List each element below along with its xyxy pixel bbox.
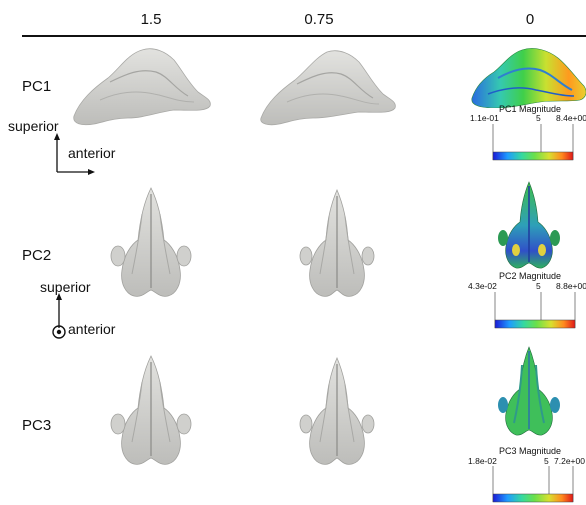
pc1-shape-1.5 xyxy=(73,48,211,126)
axis-arrows-frontal-icon xyxy=(52,293,66,339)
colorbar-mid-pc3: 5 xyxy=(544,456,549,466)
colorbar-max-pc2: 8.8e+00 xyxy=(556,281,586,291)
pc3-shape-0.75 xyxy=(299,356,375,465)
row-label-pc1: PC1 xyxy=(22,78,52,95)
colorbar-pc3 xyxy=(492,466,574,503)
axis-label-superior-frontal: superior xyxy=(40,279,91,295)
pc2-shape-0.75 xyxy=(299,188,375,297)
column-header-2: 0.75 xyxy=(304,11,334,28)
pc2-shape-1.5 xyxy=(110,187,192,297)
colorbar-title-pc3: PC3 Magnitude xyxy=(498,446,562,456)
axis-label-superior-lateral: superior xyxy=(8,118,59,134)
column-header-3: 0 xyxy=(525,11,535,28)
pc3-shape-1.5 xyxy=(110,355,192,465)
colorbar-title-pc1: PC1 Magnitude xyxy=(498,104,562,114)
colorbar-min-pc3: 1.8e-02 xyxy=(468,456,497,466)
axis-arrows-lateral-icon xyxy=(54,133,95,175)
colorbar-mid-pc1: 5 xyxy=(536,113,541,123)
pc1-shape-0.75 xyxy=(260,50,396,126)
colorbar-pc2 xyxy=(494,292,576,329)
column-header-1: 1.5 xyxy=(140,11,162,28)
axis-label-anterior-frontal: anterior xyxy=(68,321,116,337)
colorbar-title-pc2: PC2 Magnitude xyxy=(498,271,562,281)
header-rule xyxy=(22,35,586,37)
colorbar-max-pc1: 8.4e+00 xyxy=(556,113,586,123)
axis-label-anterior-lateral: anterior xyxy=(68,145,116,161)
row-label-pc3: PC3 xyxy=(22,417,52,434)
row-label-pc2: PC2 xyxy=(22,247,52,264)
pc3-magnitude-heatmap xyxy=(498,346,560,436)
colorbar-min-pc2: 4.3e-02 xyxy=(468,281,497,291)
pc2-magnitude-heatmap xyxy=(498,181,560,269)
colorbar-pc1 xyxy=(492,124,574,161)
colorbar-min-pc1: 1.1e-01 xyxy=(470,113,499,123)
colorbar-mid-pc2: 5 xyxy=(536,281,541,291)
colorbar-max-pc3: 7.2e+00 xyxy=(554,456,585,466)
pc1-magnitude-heatmap xyxy=(471,48,586,108)
